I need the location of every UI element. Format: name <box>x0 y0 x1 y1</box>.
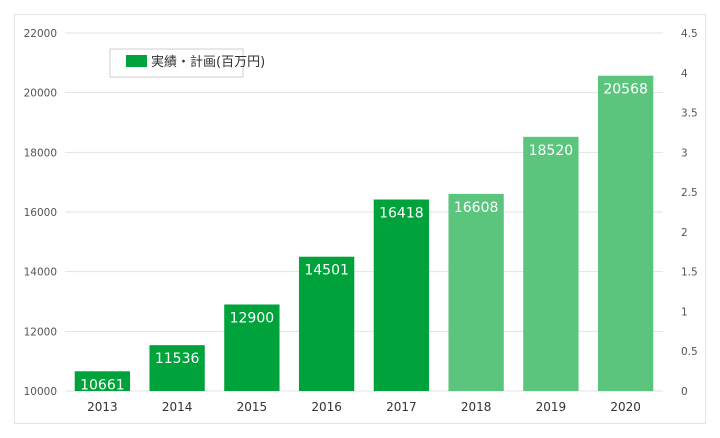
y2-tick-label: 1.5 <box>681 267 698 279</box>
bar-value-label: 18520 <box>529 143 574 159</box>
y-tick-label: 10000 <box>24 386 57 398</box>
y2-tick-label: 0.5 <box>681 346 698 358</box>
bar-value-label: 12900 <box>230 310 275 326</box>
grid-layer <box>65 32 663 392</box>
bar <box>597 75 654 392</box>
bar-value-label: 16418 <box>379 206 424 222</box>
x-tick-label: 2013 <box>87 400 118 414</box>
x-tick-label: 2014 <box>162 400 193 414</box>
y-tick-label: 14000 <box>24 267 57 279</box>
legend: 実績・計画(百万円) <box>109 48 265 78</box>
y-tick-label: 16000 <box>24 207 57 219</box>
y2-tick-label: 4 <box>681 68 688 80</box>
x-tick-label: 2020 <box>610 400 641 414</box>
bar <box>298 256 355 391</box>
bar <box>373 199 430 391</box>
bar-value-label: 14501 <box>304 263 349 279</box>
bar <box>149 345 205 391</box>
bar-value-label: 10661 <box>80 377 125 393</box>
legend-label: 実績・計画(百万円) <box>151 54 265 70</box>
y-tick-label: 18000 <box>24 147 57 159</box>
y2-tick-label: 2.5 <box>681 187 698 199</box>
y2-tick-label: 0 <box>681 386 688 398</box>
bars-layer: 10661 11536 12900 14501 16418 16608 18520 20568 <box>74 75 654 393</box>
x-tick-label: 2018 <box>461 400 492 414</box>
bar <box>448 193 504 391</box>
y2-tick-label: 3.5 <box>681 108 698 120</box>
chart-frame: 10000 12000 14000 16000 18000 20000 22000 0 0.5… <box>14 14 706 424</box>
bar-value-label: 11536 <box>155 351 200 367</box>
y2-tick-label: 3 <box>681 147 688 159</box>
y2-tick-label: 4.5 <box>681 28 698 40</box>
x-axis: 2013 2014 2015 2016 2017 2018 2019 2020 <box>87 400 641 414</box>
y-tick-label: 20000 <box>24 88 57 100</box>
bar <box>224 304 280 391</box>
bar-value-label: 16608 <box>454 200 499 216</box>
legend-swatch <box>126 55 147 67</box>
y2-tick-label: 1 <box>681 306 688 318</box>
x-tick-label: 2019 <box>536 400 567 414</box>
bar <box>523 136 579 391</box>
x-tick-label: 2017 <box>386 400 417 414</box>
bar-value-label: 20568 <box>603 82 648 98</box>
bar <box>74 371 131 391</box>
y-tick-label: 12000 <box>24 326 57 338</box>
x-tick-label: 2015 <box>237 400 268 414</box>
bar-chart: 10000 12000 14000 16000 18000 20000 22000 0 0.5… <box>24 28 698 414</box>
y-tick-label: 22000 <box>24 28 57 40</box>
y-axis-right: 0 0.5 1 1.5 2 2.5 3 3.5 4 4.5 <box>681 28 698 398</box>
y-axis-left: 10000 12000 14000 16000 18000 20000 22000 <box>24 28 57 398</box>
y2-tick-label: 2 <box>681 227 688 239</box>
x-tick-label: 2016 <box>311 400 342 414</box>
